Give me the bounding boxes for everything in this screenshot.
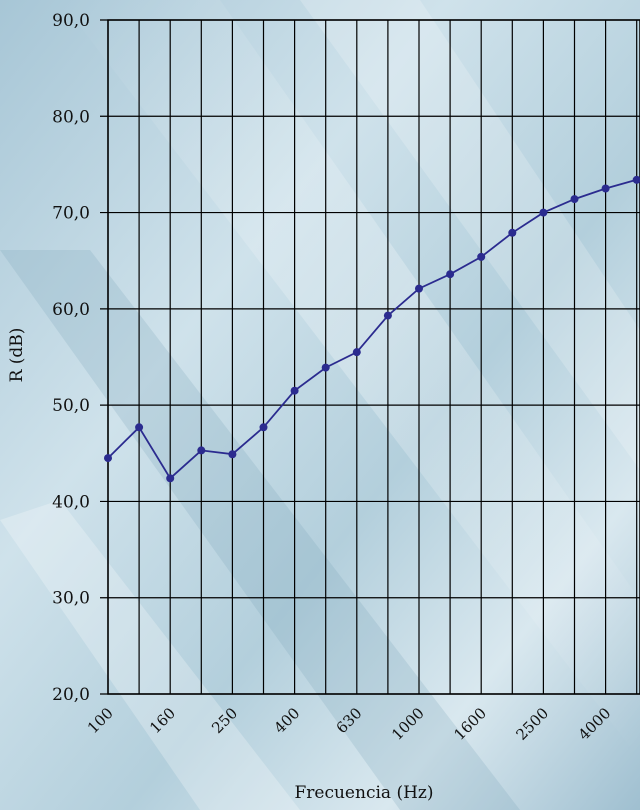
data-point (228, 450, 237, 459)
data-point (415, 284, 423, 293)
x-tick-label: 160 (146, 704, 179, 737)
data-point (352, 348, 361, 357)
data-point (477, 252, 486, 261)
chart-grid (100, 19, 640, 695)
data-point (383, 311, 392, 320)
data-point (321, 363, 330, 372)
data-point (166, 474, 175, 483)
data-series (104, 175, 640, 483)
data-point (104, 454, 112, 463)
x-tick-label: 1000 (388, 704, 428, 744)
data-point (508, 228, 517, 237)
x-tick-label: 4000 (575, 704, 615, 744)
plot-frame (107, 19, 640, 695)
data-point (601, 184, 610, 193)
x-axis-title: Frecuencia (Hz) (294, 783, 433, 803)
data-point (632, 175, 640, 184)
data-point (539, 208, 548, 217)
y-tick-label: 20,0 (52, 685, 90, 705)
data-point (135, 423, 144, 432)
data-point (259, 423, 268, 432)
x-tick-label: 630 (333, 704, 366, 737)
data-point (197, 446, 206, 455)
y-tick-label: 60,0 (52, 300, 90, 320)
x-tick-label: 100 (84, 704, 117, 737)
x-tick-label: 1600 (450, 704, 490, 744)
series-line (107, 178, 637, 480)
data-point (570, 195, 579, 204)
y-tick-label: 30,0 (52, 589, 90, 609)
data-point (446, 270, 455, 279)
y-tick-label: 70,0 (52, 204, 90, 224)
x-axis-tick-labels: 100 160 250 400 630 1000 1600 2500 4000 (84, 704, 615, 744)
y-tick-label: 40,0 (52, 492, 90, 512)
y-tick-label: 80,0 (52, 107, 90, 127)
x-tick-label: 2500 (512, 704, 552, 744)
y-tick-label: 50,0 (52, 396, 90, 416)
x-tick-label: 250 (208, 704, 241, 737)
y-tick-label: 90,0 (52, 11, 90, 31)
data-point (290, 386, 299, 395)
x-tick-label: 400 (270, 704, 303, 737)
y-axis-title: R (dB) (7, 328, 27, 383)
y-axis-tick-labels: 20,0 30,0 40,0 50,0 60,0 70,0 80,0 90,0 (52, 11, 90, 705)
